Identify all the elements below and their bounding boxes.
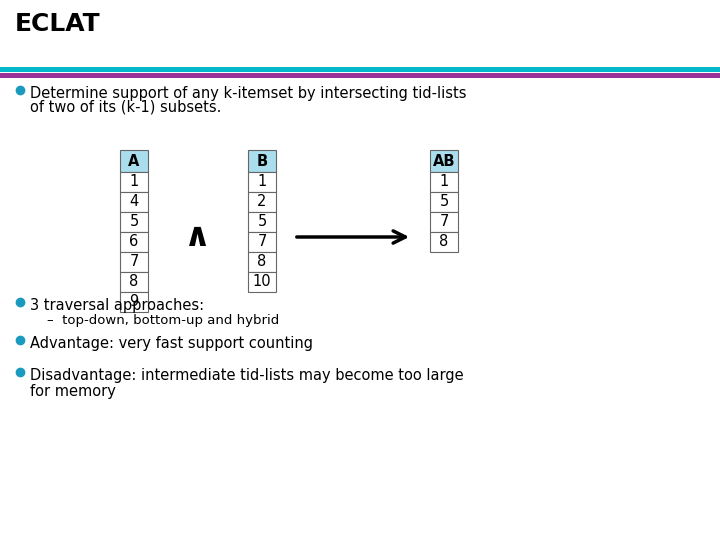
Text: 5: 5 [439,194,449,210]
Bar [248,192,276,212]
Bar [120,252,148,272]
Text: 7: 7 [257,234,266,249]
Text: 3 traversal approaches:: 3 traversal approaches: [30,298,204,313]
Bar [248,172,276,192]
Text: 1: 1 [257,174,266,190]
Text: –  top-down, bottom-up and hybrid: – top-down, bottom-up and hybrid [47,314,279,327]
Bar [0,67,720,72]
Text: Determine support of any k-itemset by intersecting tid-lists: Determine support of any k-itemset by in… [30,86,467,101]
Bar [120,232,148,252]
Bar [248,252,276,272]
Text: 8: 8 [257,254,266,269]
Text: of two of its (k-1) subsets.: of two of its (k-1) subsets. [30,100,221,115]
Text: 5: 5 [130,214,139,230]
Text: Advantage: very fast support counting: Advantage: very fast support counting [30,336,313,351]
Text: 8: 8 [439,234,449,249]
Text: 10: 10 [253,274,271,289]
Text: 2: 2 [257,194,266,210]
Text: Disadvantage: intermediate tid-lists may become too large: Disadvantage: intermediate tid-lists may… [30,368,464,383]
Bar [248,232,276,252]
Bar [248,150,276,172]
Bar [0,73,720,78]
Bar [430,172,458,192]
Text: ∧: ∧ [184,220,212,253]
Bar [120,150,148,172]
Bar [120,272,148,292]
Text: for memory: for memory [30,384,116,399]
Text: ECLAT: ECLAT [15,12,101,36]
Bar [430,232,458,252]
Bar [430,150,458,172]
Text: 6: 6 [130,234,139,249]
Bar [120,172,148,192]
Text: B: B [256,153,268,168]
Text: 8: 8 [130,274,139,289]
Bar [120,212,148,232]
Text: AB: AB [433,153,455,168]
Text: 7: 7 [130,254,139,269]
Bar [248,272,276,292]
Text: 5: 5 [257,214,266,230]
Text: A: A [128,153,140,168]
Text: 1: 1 [439,174,449,190]
Text: 1: 1 [130,174,139,190]
Bar [120,192,148,212]
Bar [248,212,276,232]
Bar [120,292,148,312]
Text: 7: 7 [439,214,449,230]
Text: 4: 4 [130,194,139,210]
Text: 9: 9 [130,294,139,309]
Bar [430,212,458,232]
Bar [430,192,458,212]
